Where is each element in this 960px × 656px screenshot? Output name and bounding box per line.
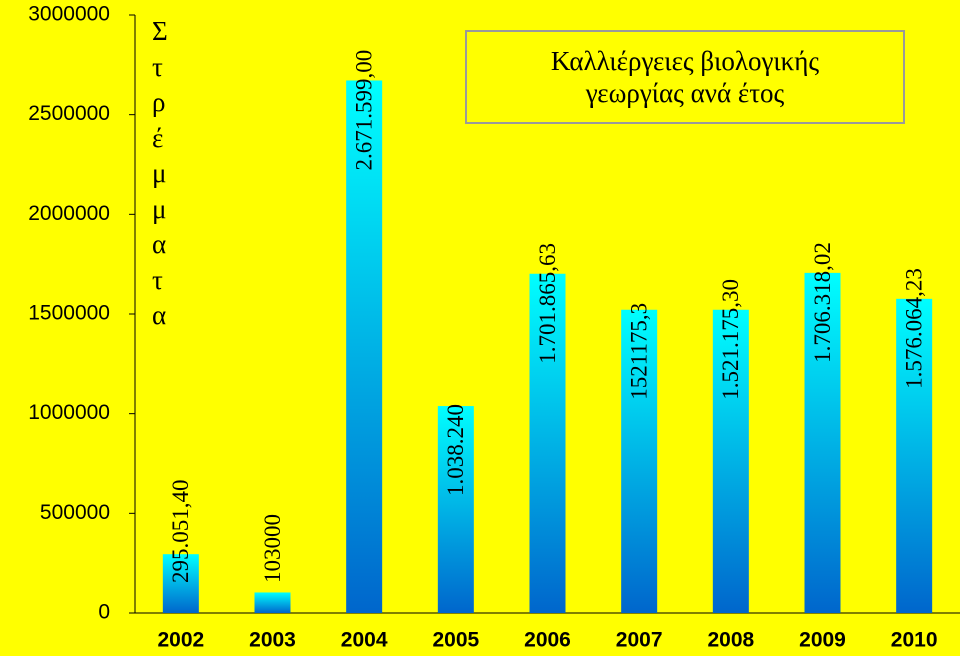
y-tick-label: 2000000 — [28, 202, 110, 225]
y-tick-label: 1000000 — [28, 401, 110, 424]
value-label: 1.038.240 — [443, 404, 468, 496]
y-tick-label: 2500000 — [28, 102, 110, 125]
value-label: 1.521.175,30 — [718, 279, 743, 400]
x-tick-label: 2002 — [157, 629, 204, 652]
bar — [529, 273, 566, 613]
bar — [437, 406, 474, 613]
y-axis-label: Στρέμματα — [152, 16, 168, 330]
y-tick-label: 3000000 — [28, 3, 110, 26]
y-tick-label: 500000 — [40, 501, 110, 524]
bar — [162, 554, 199, 613]
value-label: 1.576.064,23 — [901, 268, 926, 389]
y-tick-label: 1500000 — [28, 302, 110, 325]
value-label: 1.706.318,02 — [810, 242, 835, 363]
x-tick-label: 2003 — [249, 629, 296, 652]
y-tick-label: 0 — [98, 601, 110, 624]
value-label: 1.701.865,63 — [535, 243, 560, 364]
bar — [254, 592, 291, 613]
x-tick-label: 2004 — [341, 629, 388, 652]
x-tick-label: 2005 — [432, 629, 479, 652]
chart-title: Καλλιέργειες βιολογικής γεωργίας ανά έτο… — [465, 30, 905, 124]
bar — [896, 298, 933, 613]
value-label: 2.671.599,00 — [351, 50, 376, 171]
value-label: 295.051,40 — [168, 480, 193, 584]
bar — [621, 309, 658, 613]
x-tick-label: 2006 — [524, 629, 571, 652]
x-tick-label: 2007 — [616, 629, 663, 652]
bar — [712, 309, 749, 613]
bar — [346, 80, 383, 614]
x-tick-label: 2009 — [799, 629, 846, 652]
value-label: 103000 — [260, 514, 285, 583]
bar — [804, 272, 841, 613]
value-label: 1521175,3 — [626, 303, 651, 400]
x-tick-label: 2008 — [707, 629, 754, 652]
x-tick-label: 2010 — [891, 629, 938, 652]
